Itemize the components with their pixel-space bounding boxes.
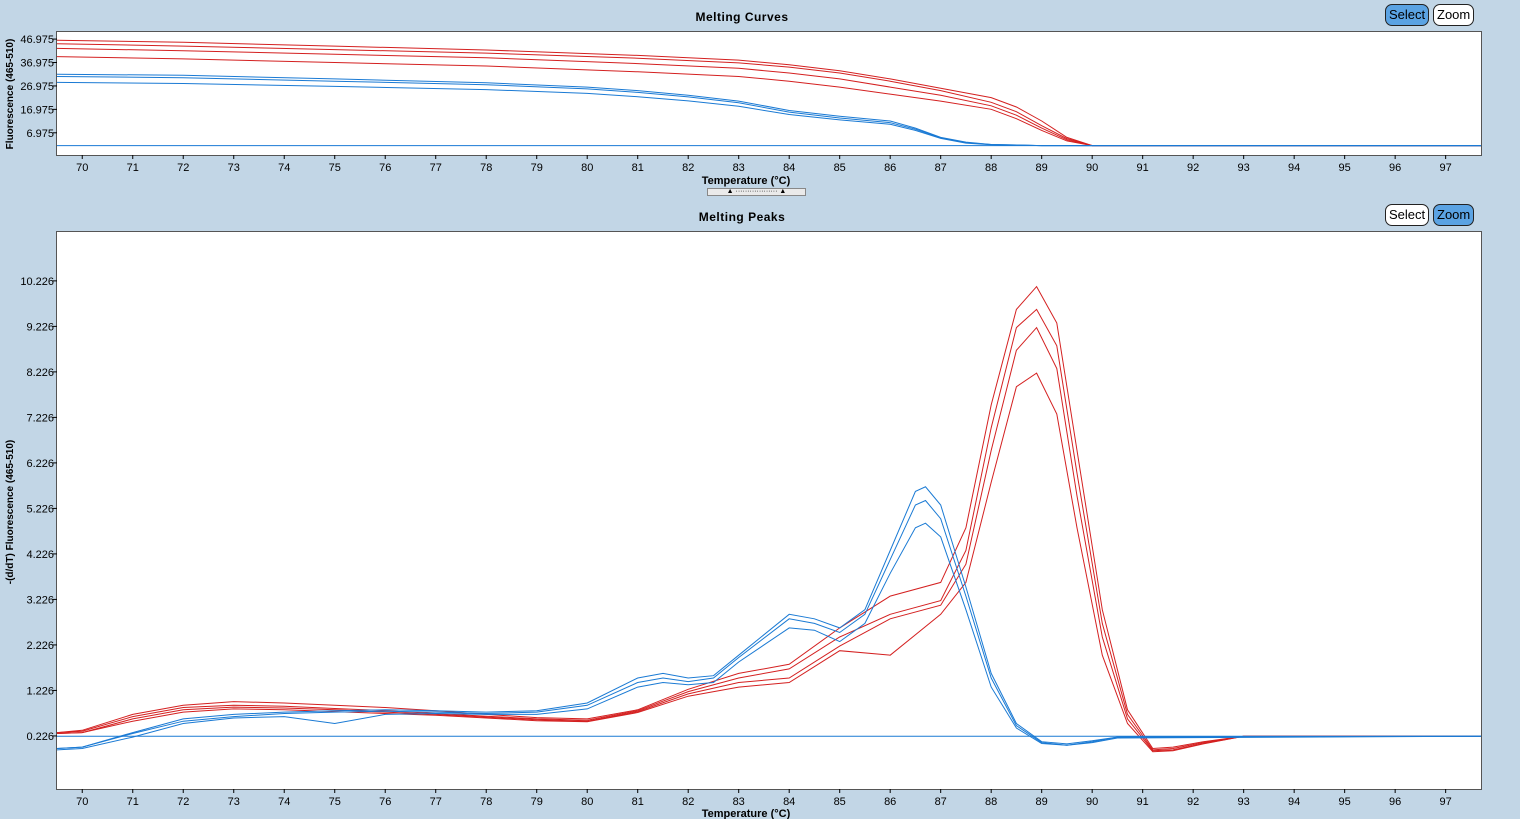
- x-tick-label: 76: [379, 162, 391, 174]
- x-tick-label: 93: [1238, 796, 1250, 808]
- series-line-red-3: [56, 56, 1481, 147]
- x-tick-label: 72: [177, 162, 189, 174]
- x-tick-label: 81: [632, 162, 644, 174]
- x-tick-label: 90: [1086, 796, 1098, 808]
- x-tick-label: 83: [733, 162, 745, 174]
- y-tick-label: 7.226: [26, 412, 54, 424]
- x-tick-label: 89: [1036, 162, 1048, 174]
- series-line-blue-6: [56, 81, 1481, 147]
- x-tick-label: 75: [329, 796, 341, 808]
- x-tick-label: 84: [783, 796, 795, 808]
- x-tick-label: 86: [884, 162, 896, 174]
- y-tick-label: 4.226: [26, 549, 54, 561]
- y-tick-label: 0.226: [26, 731, 54, 743]
- x-tick-label: 90: [1086, 162, 1098, 174]
- peaks-title: Melting Peaks: [698, 210, 786, 224]
- peaks-plot-area[interactable]: [56, 231, 1482, 790]
- x-tick-label: 77: [430, 162, 442, 174]
- x-tick-label: 84: [783, 162, 795, 174]
- x-tick-label: 70: [76, 162, 88, 174]
- x-tick-label: 96: [1389, 162, 1401, 174]
- x-axis-label: Temperature (°C): [702, 175, 791, 187]
- x-tick-label: 93: [1238, 162, 1250, 174]
- x-tick-label: 73: [228, 162, 240, 174]
- x-tick-label: 97: [1440, 796, 1452, 808]
- x-tick-label: 92: [1187, 796, 1199, 808]
- x-tick-label: 95: [1339, 162, 1351, 174]
- x-tick-label: 78: [480, 796, 492, 808]
- x-tick-label: 80: [581, 162, 593, 174]
- y-tick-label: 16.975: [20, 104, 54, 116]
- panel-splitter-handle[interactable]: ▲ ·················· ▲: [707, 188, 806, 196]
- x-tick-label: 87: [935, 162, 947, 174]
- series-line-red-0: [56, 285, 1481, 750]
- x-tick-label: 95: [1339, 796, 1351, 808]
- series-line-red-2: [56, 326, 1481, 752]
- x-tick-label: 81: [632, 796, 644, 808]
- series-line-red-1: [56, 43, 1481, 147]
- y-tick-label: 8.226: [26, 367, 54, 379]
- x-tick-label: 79: [531, 162, 543, 174]
- x-tick-label: 70: [76, 796, 88, 808]
- x-tick-label: 73: [228, 796, 240, 808]
- y-tick-label: 6.975: [26, 128, 54, 140]
- x-tick-label: 82: [682, 796, 694, 808]
- x-tick-label: 78: [480, 162, 492, 174]
- y-axis-label: -(d/dT) Fluorescence (465-510): [5, 440, 16, 584]
- x-tick-label: 85: [834, 162, 846, 174]
- y-tick-label: 1.226: [26, 685, 54, 697]
- series-line-red-3: [56, 372, 1481, 753]
- curves-zoom-button[interactable]: Zoom: [1433, 4, 1475, 26]
- x-tick-label: 97: [1440, 162, 1452, 174]
- y-tick-label: 26.975: [20, 81, 54, 93]
- y-tick-label: 36.975: [20, 58, 54, 70]
- series-line-blue-5: [56, 499, 1482, 749]
- x-tick-label: 79: [531, 796, 543, 808]
- y-tick-label: 5.226: [26, 503, 54, 515]
- y-tick-label: 9.226: [26, 321, 54, 333]
- y-tick-label: 6.226: [26, 458, 54, 470]
- curves-select-button[interactable]: Select: [1385, 4, 1430, 26]
- x-tick-label: 86: [884, 796, 896, 808]
- x-tick-label: 88: [985, 796, 997, 808]
- x-tick-label: 71: [127, 796, 139, 808]
- x-tick-label: 74: [278, 162, 290, 174]
- y-axis-label: Fluorescence (465-510): [5, 39, 16, 150]
- x-tick-label: 80: [581, 796, 593, 808]
- x-tick-label: 72: [177, 796, 189, 808]
- x-tick-label: 82: [682, 162, 694, 174]
- series-line-blue-4: [56, 486, 1482, 749]
- melting-curves-chart: 70 71 72 73 74 75 76 77 78 79 80 81 82 83 84 85 86 87 88 89…: [5, 34, 1481, 187]
- curves-title: Melting Curves: [695, 10, 789, 24]
- x-tick-label: 96: [1389, 796, 1401, 808]
- x-tick-label: 83: [733, 796, 745, 808]
- x-tick-label: 92: [1187, 162, 1199, 174]
- x-tick-label: 89: [1036, 796, 1048, 808]
- series-line-red-1: [56, 308, 1481, 751]
- x-tick-label: 71: [127, 162, 139, 174]
- y-tick-label: 3.226: [26, 594, 54, 606]
- x-tick-label: 91: [1137, 162, 1149, 174]
- x-tick-label: 91: [1137, 796, 1149, 808]
- x-tick-label: 94: [1288, 796, 1300, 808]
- x-tick-label: 85: [834, 796, 846, 808]
- y-tick-label: 46.975: [20, 34, 54, 46]
- y-tick-label: 2.226: [26, 640, 54, 652]
- x-tick-label: 94: [1288, 162, 1300, 174]
- x-tick-label: 76: [379, 796, 391, 808]
- peaks-select-button[interactable]: Select: [1385, 204, 1430, 226]
- curves-plot-area[interactable]: [56, 31, 1482, 156]
- peaks-zoom-button[interactable]: Zoom: [1433, 204, 1475, 226]
- series-line-blue-6: [56, 522, 1482, 751]
- x-tick-label: 75: [329, 162, 341, 174]
- series-line-red-0: [56, 39, 1481, 147]
- series-line-red-2: [56, 47, 1481, 147]
- x-axis-label: Temperature (°C): [702, 808, 791, 819]
- y-tick-label: 10.226: [20, 276, 54, 288]
- x-tick-label: 74: [278, 796, 290, 808]
- x-tick-label: 88: [985, 162, 997, 174]
- x-tick-label: 87: [935, 796, 947, 808]
- x-tick-label: 77: [430, 796, 442, 808]
